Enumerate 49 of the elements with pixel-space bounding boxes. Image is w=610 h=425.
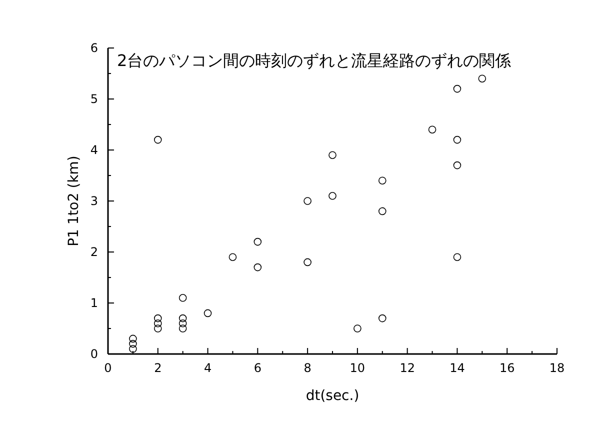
point [154,314,162,322]
point [378,314,386,322]
point [178,294,187,302]
point [378,176,386,184]
point [204,309,212,318]
x-tick-label: 10 [350,361,366,375]
point [478,74,486,82]
x-tick-label: 0 [104,361,112,375]
point [428,126,436,134]
y-tick-label: 0 [90,347,98,361]
point [328,151,336,159]
y-axis-title: P1 1to2 (km) [66,156,82,246]
x-tick-label: 18 [549,361,565,375]
x-tick-label: 4 [204,361,212,375]
x-tick-label: 8 [304,361,312,375]
point [453,253,462,261]
point [453,136,462,144]
point [178,320,187,328]
y-tick-label: 2 [90,245,98,259]
point [178,324,187,332]
point [129,340,137,348]
x-tick-label: 6 [254,361,262,375]
point [154,320,162,328]
point [129,345,137,353]
y-tick-label: 6 [90,41,98,55]
point [354,324,362,332]
x-tick-label: 14 [450,361,465,375]
point [378,207,386,216]
y-tick-label: 1 [90,296,98,310]
x-axis-title: dt(sec.) [306,388,360,404]
y-tick-label: 4 [90,143,98,157]
point [154,324,162,332]
y-tick-label: 5 [90,92,98,106]
point [178,314,187,322]
x-tick-label: 12 [400,361,415,375]
x-tick-label: 2 [154,361,162,375]
point [304,197,312,205]
point [453,84,462,93]
y-tick-label: 3 [90,194,98,208]
chart-title: 2台のパソコン間の時刻のずれと流星経路のずれの関係 [117,51,512,70]
point [254,238,262,246]
point [154,136,162,144]
point [453,161,462,170]
point [129,334,137,343]
point [328,192,336,200]
point [254,263,262,272]
point [228,253,237,261]
x-tick-label: 16 [499,361,515,375]
point [304,258,312,266]
